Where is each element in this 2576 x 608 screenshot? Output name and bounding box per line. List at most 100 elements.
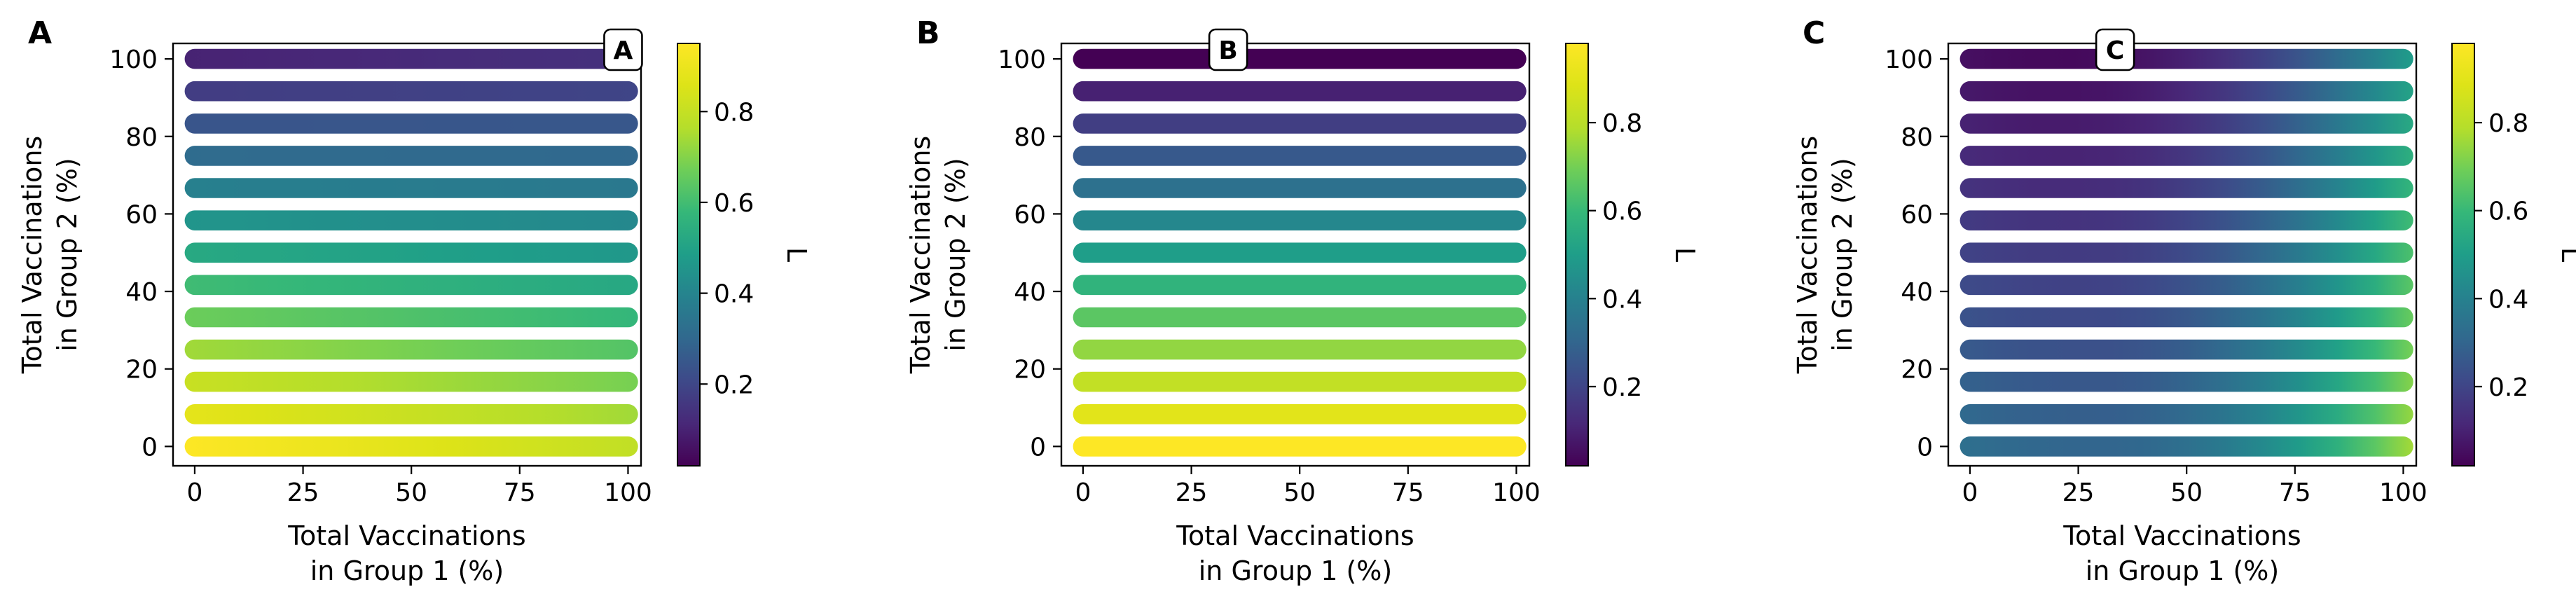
colorbar-tick-label: 0.4 xyxy=(714,280,754,309)
panel-badge xyxy=(603,28,643,71)
data-row-b-9 xyxy=(1073,146,1527,166)
x-tick-label: 75 xyxy=(2279,478,2311,507)
x-tick-label: 25 xyxy=(1176,478,1208,507)
panel-letter-a: A xyxy=(28,15,52,51)
data-row-b-11 xyxy=(1073,81,1527,102)
colorbar-label: L xyxy=(1669,247,1700,262)
colorbar-tick-label: 0.8 xyxy=(2488,109,2528,138)
x-tick-label: 100 xyxy=(2379,478,2427,507)
data-row-a-6 xyxy=(184,242,638,263)
y-tick-label: 100 xyxy=(1885,46,1933,74)
panel-letter-c: C xyxy=(1803,15,1825,51)
data-row-c-9 xyxy=(1959,146,2413,166)
panel-badge xyxy=(1208,28,1248,71)
x-axis-label: Total Vaccinations xyxy=(287,520,525,551)
x-axis-label: Total Vaccinations xyxy=(1176,520,1414,551)
colorbar-label: L xyxy=(2556,247,2576,262)
colorbar-tick-label: 0.8 xyxy=(714,98,754,127)
data-row-b-5 xyxy=(1073,275,1527,296)
y-axis-label: in Group 2 (%) xyxy=(52,158,83,352)
data-row-a-11 xyxy=(184,81,638,102)
data-row-b-1 xyxy=(1073,404,1527,424)
colorbar xyxy=(2451,43,2475,467)
x-axis-label: in Group 1 (%) xyxy=(310,555,504,586)
data-row-c-0 xyxy=(1959,436,2413,457)
data-row-c-2 xyxy=(1959,371,2413,392)
colorbar-tick-label: 0.4 xyxy=(1602,285,1642,314)
y-tick-label: 40 xyxy=(1901,278,1933,307)
data-row-c-3 xyxy=(1959,339,2413,360)
data-row-c-12 xyxy=(1959,48,2413,69)
colorbar xyxy=(677,43,701,467)
y-tick-label: 60 xyxy=(1014,200,1046,229)
data-row-a-2 xyxy=(184,371,638,392)
y-tick-label: 60 xyxy=(125,200,158,229)
x-tick-label: 50 xyxy=(2170,478,2203,507)
y-tick-label: 0 xyxy=(1030,433,1046,462)
colorbar-label: L xyxy=(781,247,812,262)
data-row-b-0 xyxy=(1073,436,1527,457)
panel-c: C 0 25 50 75 100 0 20 40 60 80 100 Total Vaccination… xyxy=(1792,15,2576,586)
panel-badge-label: B xyxy=(1218,36,1237,65)
data-row-a-0 xyxy=(184,436,638,457)
y-axis-label: Total Vaccinations xyxy=(1792,136,1823,374)
data-row-a-8 xyxy=(184,178,638,198)
y-tick-label: 80 xyxy=(125,123,158,152)
x-axis-label: in Group 1 (%) xyxy=(1199,555,1393,586)
y-tick-label: 20 xyxy=(1901,356,1933,385)
y-tick-label: 100 xyxy=(109,46,158,74)
plot-frame xyxy=(172,42,642,467)
data-row-b-8 xyxy=(1073,178,1527,198)
y-tick-label: 0 xyxy=(1917,433,1933,462)
x-tick-label: 100 xyxy=(1492,478,1541,507)
y-tick-label: 40 xyxy=(125,278,158,307)
data-row-a-3 xyxy=(184,339,638,360)
colorbar-tick-label: 0.2 xyxy=(2488,373,2528,402)
panel-a: A 0 25 50 75 100 0 20 40 60 80 100 Total Vaccination… xyxy=(17,15,812,586)
data-row-c-1 xyxy=(1959,404,2413,424)
panel-badge xyxy=(2095,28,2135,71)
x-tick-label: 75 xyxy=(1392,478,1424,507)
x-tick-label: 50 xyxy=(395,478,427,507)
x-tick-label: 0 xyxy=(186,478,202,507)
data-row-c-4 xyxy=(1959,307,2413,328)
data-row-b-7 xyxy=(1073,210,1527,230)
colorbar xyxy=(1565,43,1589,467)
data-row-c-6 xyxy=(1959,242,2413,263)
y-tick-label: 40 xyxy=(1014,278,1046,307)
colorbar-tick-label: 0.6 xyxy=(714,189,754,218)
panel-badge-label: A xyxy=(614,36,633,65)
x-axis-label: Total Vaccinations xyxy=(2062,520,2301,551)
x-axis-label: in Group 1 (%) xyxy=(2086,555,2280,586)
colorbar-tick-label: 0.2 xyxy=(1602,373,1642,402)
data-row-b-4 xyxy=(1073,307,1527,328)
data-row-a-4 xyxy=(184,307,638,328)
data-row-a-9 xyxy=(184,146,638,166)
data-row-a-7 xyxy=(184,210,638,230)
x-tick-label: 25 xyxy=(287,478,319,507)
x-tick-label: 50 xyxy=(1283,478,1316,507)
x-tick-label: 75 xyxy=(504,478,536,507)
y-axis-label: Total Vaccinations xyxy=(905,136,936,374)
x-tick-label: 100 xyxy=(604,478,652,507)
y-tick-label: 20 xyxy=(1014,356,1046,385)
y-axis-label: Total Vaccinations xyxy=(17,136,48,374)
y-tick-label: 80 xyxy=(1901,123,1933,152)
panel-b: B 0 25 50 75 100 0 20 40 60 80 100 Total Vaccination… xyxy=(905,15,1700,586)
panel-letter-b: B xyxy=(916,15,940,51)
data-row-a-5 xyxy=(184,275,638,296)
data-row-b-12 xyxy=(1073,48,1527,69)
data-row-c-8 xyxy=(1959,178,2413,198)
colorbar-tick-label: 0.6 xyxy=(1602,198,1642,226)
y-tick-label: 80 xyxy=(1014,123,1046,152)
colorbar-tick-label: 0.8 xyxy=(1602,109,1642,138)
y-tick-label: 20 xyxy=(125,356,158,385)
data-row-b-3 xyxy=(1073,339,1527,360)
y-axis-label: in Group 2 (%) xyxy=(940,158,971,352)
data-row-a-12 xyxy=(184,48,638,69)
x-tick-label: 0 xyxy=(1075,478,1091,507)
colorbar-tick-label: 0.4 xyxy=(2488,285,2528,314)
y-tick-label: 100 xyxy=(998,46,1046,74)
data-row-c-11 xyxy=(1959,81,2413,102)
